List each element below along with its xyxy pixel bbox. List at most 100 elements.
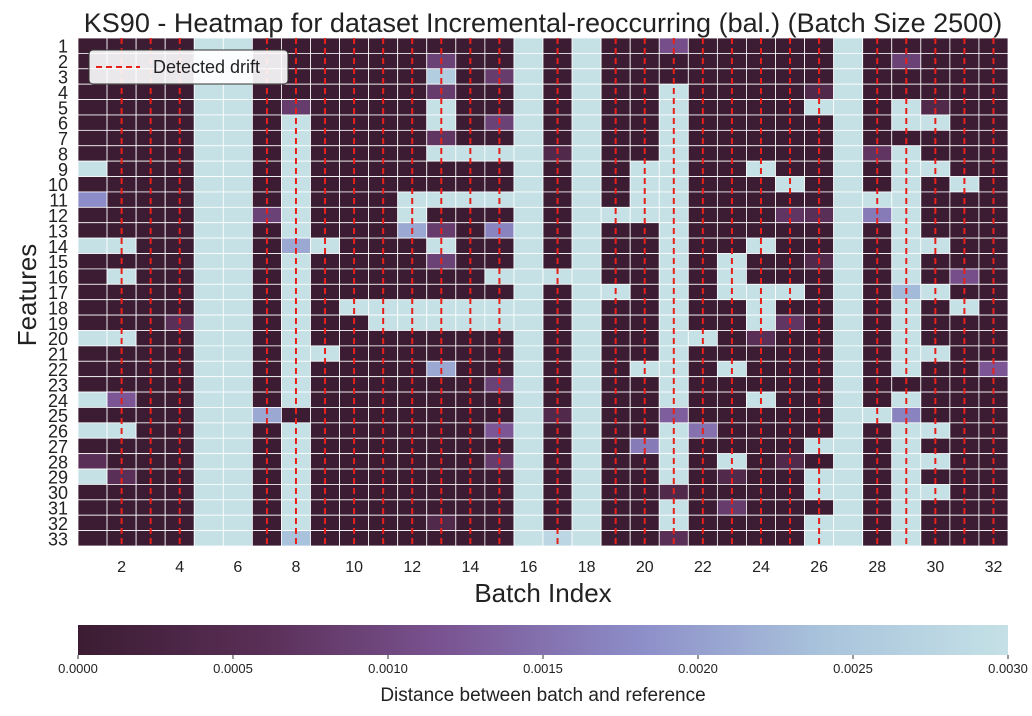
y-tick-label: 11 <box>49 191 68 211</box>
y-tick-label: 28 <box>48 452 68 472</box>
heatmap-cell <box>833 37 864 54</box>
heatmap-cell <box>513 160 544 177</box>
heatmap-cell <box>571 129 602 147</box>
heatmap-cell <box>77 83 108 100</box>
heatmap-cell <box>833 499 864 516</box>
heatmap-cell <box>77 453 108 470</box>
x-tick-label: 20 <box>636 559 654 576</box>
heatmap-cell <box>513 176 544 193</box>
heatmap-cell <box>833 468 864 485</box>
heatmap-cell <box>513 52 544 70</box>
heatmap-cell <box>571 206 602 224</box>
heatmap-cell <box>833 68 864 85</box>
y-tick-label: 16 <box>48 268 68 288</box>
heatmap-cell <box>193 330 224 347</box>
x-tick-label: 6 <box>233 559 242 576</box>
heatmap-cell <box>571 37 602 54</box>
heatmap-cell <box>571 514 602 532</box>
y-tick-label: 10 <box>48 175 68 195</box>
heatmap-cell <box>513 468 544 485</box>
heatmap-cell <box>833 191 864 208</box>
heatmap-cell <box>193 99 224 116</box>
heatmap-cell <box>77 253 108 270</box>
heatmap-cell <box>571 468 602 485</box>
heatmap-cell <box>833 422 864 439</box>
heatmap-cell <box>513 314 544 331</box>
y-axis-label: Features <box>12 244 42 347</box>
heatmap-cell <box>571 191 602 208</box>
heatmap-cell <box>77 514 108 532</box>
heatmap-cell <box>77 299 108 316</box>
colorbar-tick-label: 0.0015 <box>523 661 563 676</box>
heatmap-cell <box>571 145 602 162</box>
x-tick-label: 4 <box>175 559 184 576</box>
heatmap-cell <box>513 376 544 393</box>
y-tick-label: 2 <box>58 52 68 72</box>
heatmap-cell <box>513 330 544 347</box>
heatmap-cell <box>833 376 864 393</box>
heatmap-cell <box>513 253 544 270</box>
y-tick-label: 7 <box>58 129 68 149</box>
heatmap-cell <box>193 376 224 393</box>
heatmap-cell <box>193 299 224 316</box>
x-tick-label: 16 <box>520 559 538 576</box>
heatmap-cell <box>513 283 544 301</box>
heatmap-cell <box>77 222 108 239</box>
heatmap-cell <box>513 484 544 501</box>
colorbar-tick-label: 0.0030 <box>988 661 1028 676</box>
heatmap-cell <box>833 437 864 455</box>
y-tick-label: 17 <box>48 283 68 303</box>
heatmap-cell <box>77 99 108 116</box>
heatmap-cell <box>193 160 224 177</box>
y-tick-label: 19 <box>48 314 68 334</box>
y-tick-label: 33 <box>48 529 68 549</box>
heatmap-cell <box>77 407 108 424</box>
y-tick-label: 20 <box>48 329 68 349</box>
x-tick-label: 2 <box>117 559 126 576</box>
heatmap-cell <box>193 191 224 208</box>
x-tick-label: 28 <box>868 559 886 576</box>
y-tick-label: 23 <box>48 375 68 395</box>
heatmap-cell <box>833 222 864 239</box>
heatmap-cell <box>193 407 224 424</box>
heatmap-cell <box>77 237 108 254</box>
heatmap-cell <box>222 299 253 316</box>
heatmap-cell <box>222 114 253 131</box>
heatmap-cell <box>571 160 602 177</box>
heatmap-cell <box>222 145 253 162</box>
colorbar: 0.0000 0.0005 0.0010 0.0015 0.0020 0.0025 0.00… <box>58 625 1028 706</box>
heatmap-cell <box>77 283 108 301</box>
colorbar-gradient <box>78 625 1008 655</box>
y-tick-label: 1 <box>58 37 68 57</box>
legend-drift-label: Detected drift <box>153 57 260 77</box>
heatmap-cell <box>222 268 253 285</box>
heatmap-cell <box>193 129 224 147</box>
heatmap-cell <box>571 99 602 116</box>
heatmap-cell <box>222 83 253 100</box>
heatmap-cell <box>571 114 602 131</box>
heatmap-cell <box>193 345 224 362</box>
heatmap-cell <box>833 176 864 193</box>
y-tick-label: 31 <box>48 499 68 519</box>
heatmap-cell <box>833 484 864 501</box>
heatmap-cell <box>571 253 602 270</box>
heatmap-cell <box>571 283 602 301</box>
y-tick-labels: 1234567891011121314151617181920212223242… <box>48 37 68 550</box>
heatmap-cell <box>222 237 253 254</box>
heatmap-cell <box>513 499 544 516</box>
x-tick-label: 14 <box>461 559 479 576</box>
heatmap-cell <box>222 437 253 455</box>
heatmap-cell <box>833 83 864 100</box>
x-tick-label: 18 <box>578 559 596 576</box>
heatmap-cell <box>222 176 253 193</box>
y-tick-label: 4 <box>58 83 68 103</box>
heatmap-cell <box>513 206 544 224</box>
heatmap-cell <box>222 453 253 470</box>
heatmap-cell <box>513 114 544 131</box>
legend-box <box>88 49 289 85</box>
heatmap-cell <box>77 268 108 285</box>
heatmap-cell <box>193 499 224 516</box>
heatmap-cell <box>193 530 224 547</box>
heatmap-cell <box>571 407 602 424</box>
heatmap-cell <box>222 499 253 516</box>
